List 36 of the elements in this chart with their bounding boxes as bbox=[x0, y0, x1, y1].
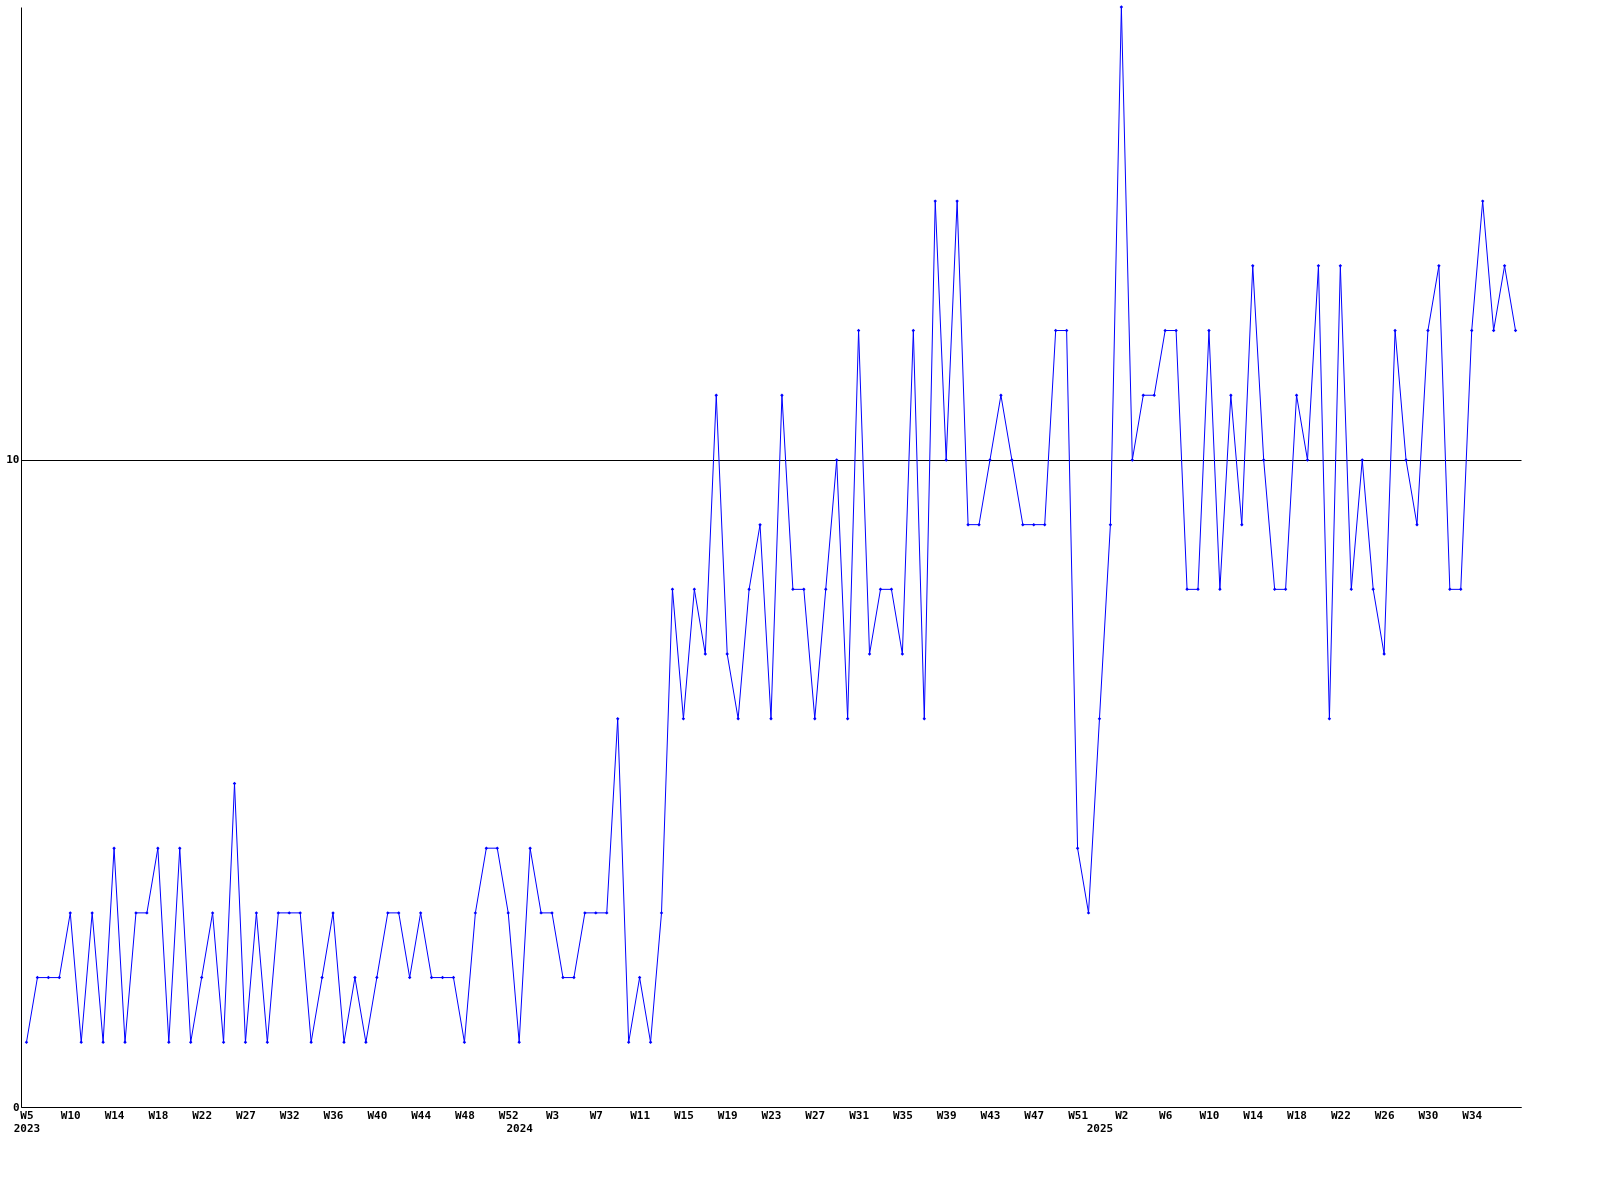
x-tick-label: W15 bbox=[673, 1108, 694, 1122]
x-tick-label: 2025 bbox=[1086, 1121, 1114, 1135]
x-tick-label: W26 bbox=[1374, 1108, 1395, 1122]
x-tick-label: W27 bbox=[236, 1108, 256, 1122]
x-tick-label: W39 bbox=[936, 1108, 957, 1122]
x-tick-label: W34 bbox=[1462, 1108, 1483, 1122]
x-tick-label: W22 bbox=[192, 1108, 213, 1122]
x-tick-label: W6 bbox=[1159, 1108, 1173, 1122]
x-tick-label: W22 bbox=[1330, 1108, 1351, 1122]
x-tick-label: W30 bbox=[1418, 1108, 1439, 1122]
x-tick-label: W2 bbox=[1115, 1108, 1129, 1122]
x-tick-label: W11 bbox=[630, 1108, 651, 1122]
x-tick-label: W44 bbox=[411, 1108, 432, 1122]
x-tick-label: W35 bbox=[892, 1108, 913, 1122]
x-tick-label: W27 bbox=[805, 1108, 826, 1122]
x-tick-label: W14 bbox=[104, 1108, 125, 1122]
x-tick-label: W7 bbox=[589, 1108, 603, 1122]
x-tick-label: W10 bbox=[60, 1108, 81, 1122]
x-tick-label: W14 bbox=[1243, 1108, 1264, 1122]
x-tick-label: W31 bbox=[849, 1108, 870, 1122]
x-tick-label: W48 bbox=[454, 1108, 475, 1122]
x-tick-label: W52 bbox=[498, 1108, 519, 1122]
x-tick-label: W51 bbox=[1068, 1108, 1089, 1122]
x-tick-label: W43 bbox=[980, 1108, 1001, 1122]
x-tick-label: W36 bbox=[323, 1108, 344, 1122]
x-tick-label: W3 bbox=[545, 1108, 560, 1122]
x-tick-label: W32 bbox=[279, 1108, 300, 1122]
x-tick-label: W18 bbox=[1287, 1108, 1307, 1122]
x-tick-label: W40 bbox=[367, 1108, 388, 1122]
x-tick-label: W19 bbox=[717, 1108, 738, 1122]
x-tick-label: W18 bbox=[148, 1108, 169, 1122]
x-tick-label: W47 bbox=[1024, 1108, 1045, 1122]
y-tick-label: 10 bbox=[6, 453, 20, 467]
x-tick-label: W23 bbox=[761, 1108, 782, 1122]
x-tick-label: W10 bbox=[1199, 1108, 1220, 1122]
x-tick-label: 2024 bbox=[506, 1121, 534, 1135]
